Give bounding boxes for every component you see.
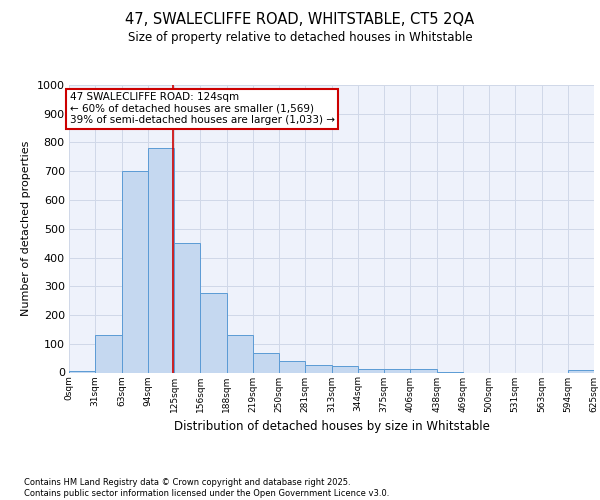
Bar (148, 148, 174, 372)
X-axis label: Distribution of detached houses by size in Whitstable: Distribution of detached houses by size … (173, 420, 490, 433)
Bar (227, 335, 253, 372)
Bar (200, 292, 227, 372)
Bar (384, 369, 410, 372)
Bar (174, 243, 200, 372)
Text: Size of property relative to detached houses in Whitstable: Size of property relative to detached ho… (128, 31, 472, 44)
Text: Contains HM Land Registry data © Crown copyright and database right 2025.
Contai: Contains HM Land Registry data © Crown c… (24, 478, 389, 498)
Bar (410, 369, 437, 372)
Bar (358, 369, 384, 372)
Y-axis label: Number of detached properties: Number of detached properties (21, 141, 31, 316)
Bar (568, 370, 594, 372)
Bar (95, 335, 122, 372)
Bar (122, 171, 148, 372)
Bar (253, 353, 279, 372)
Bar (305, 366, 332, 372)
Text: 47 SWALECLIFFE ROAD: 124sqm
← 60% of detached houses are smaller (1,569)
39% of : 47 SWALECLIFFE ROAD: 124sqm ← 60% of det… (70, 92, 335, 126)
Text: 47, SWALECLIFFE ROAD, WHITSTABLE, CT5 2QA: 47, SWALECLIFFE ROAD, WHITSTABLE, CT5 2Q… (125, 12, 475, 28)
Bar (332, 366, 358, 372)
Bar (69, 371, 95, 372)
Bar (279, 361, 305, 372)
